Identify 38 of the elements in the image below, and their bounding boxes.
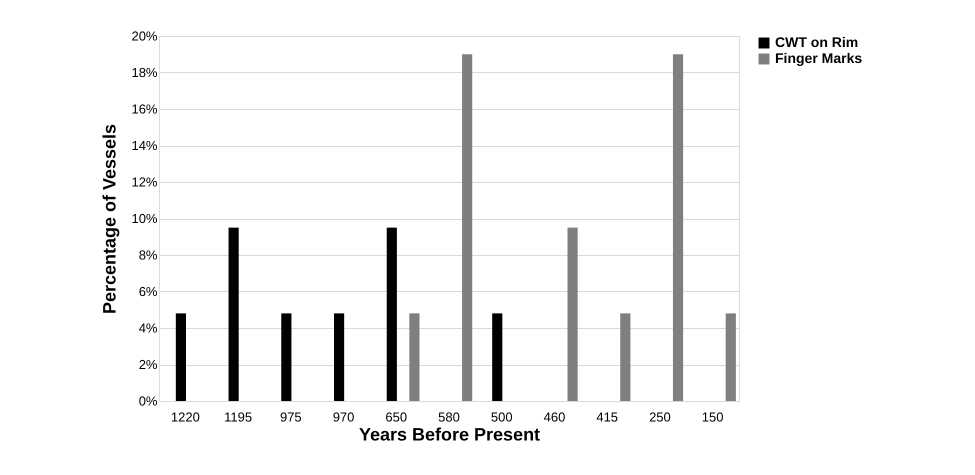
- bar: [726, 313, 736, 401]
- x-tick-label: 150: [702, 410, 724, 424]
- y-tick-label: 18%: [131, 65, 158, 80]
- y-tick-label: 16%: [131, 102, 158, 116]
- y-tick-label: 0%: [138, 394, 158, 408]
- y-tick-label: 10%: [131, 211, 158, 226]
- x-tick-label: 1195: [224, 410, 252, 424]
- bar: [409, 313, 420, 401]
- x-axis-title: Years Before Present: [358, 424, 540, 444]
- x-tick-label: 650: [385, 410, 408, 424]
- bar: [281, 313, 292, 401]
- y-tick-label: 14%: [131, 138, 158, 153]
- x-tick-label: 1220: [170, 410, 200, 424]
- bar: [672, 54, 684, 401]
- bar: [462, 54, 472, 401]
- x-tick-label: 250: [649, 410, 671, 424]
- x-tick-label: 975: [280, 410, 302, 424]
- y-tick-label: 4%: [138, 320, 158, 336]
- bar: [176, 313, 186, 401]
- x-tick-label: 580: [438, 410, 460, 424]
- bar: [386, 228, 397, 401]
- bar: [492, 313, 502, 401]
- x-tick-label: 415: [596, 410, 618, 424]
- legend-label: CWT on Rim: [775, 34, 858, 50]
- y-tick-label: 20%: [131, 28, 158, 44]
- bar: [620, 313, 630, 401]
- y-tick-label: 6%: [138, 284, 158, 299]
- y-tick-label: 8%: [138, 248, 158, 262]
- bar: [568, 228, 578, 401]
- y-tick-label: 12%: [131, 174, 158, 190]
- y-axis-title: Percentage of Vessels: [99, 124, 120, 314]
- bar: [334, 313, 344, 401]
- y-tick-label: 2%: [138, 357, 158, 372]
- x-tick-label: 460: [544, 410, 566, 424]
- x-tick-label: 970: [332, 410, 354, 424]
- legend-label: Finger Marks: [775, 50, 862, 66]
- x-tick-label: 500: [490, 410, 513, 424]
- bar: [228, 228, 239, 401]
